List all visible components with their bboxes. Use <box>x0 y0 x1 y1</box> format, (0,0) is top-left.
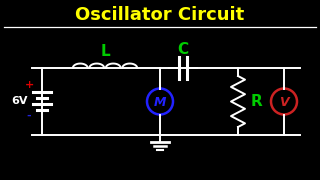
Text: M: M <box>154 96 166 109</box>
Text: C: C <box>177 42 188 57</box>
Text: R: R <box>250 94 262 109</box>
Text: 6V: 6V <box>12 96 28 107</box>
Text: +: + <box>24 80 34 91</box>
Text: -: - <box>27 111 31 120</box>
Text: Oscillator Circuit: Oscillator Circuit <box>76 6 244 24</box>
Text: V: V <box>279 96 289 109</box>
Text: L: L <box>100 44 110 60</box>
